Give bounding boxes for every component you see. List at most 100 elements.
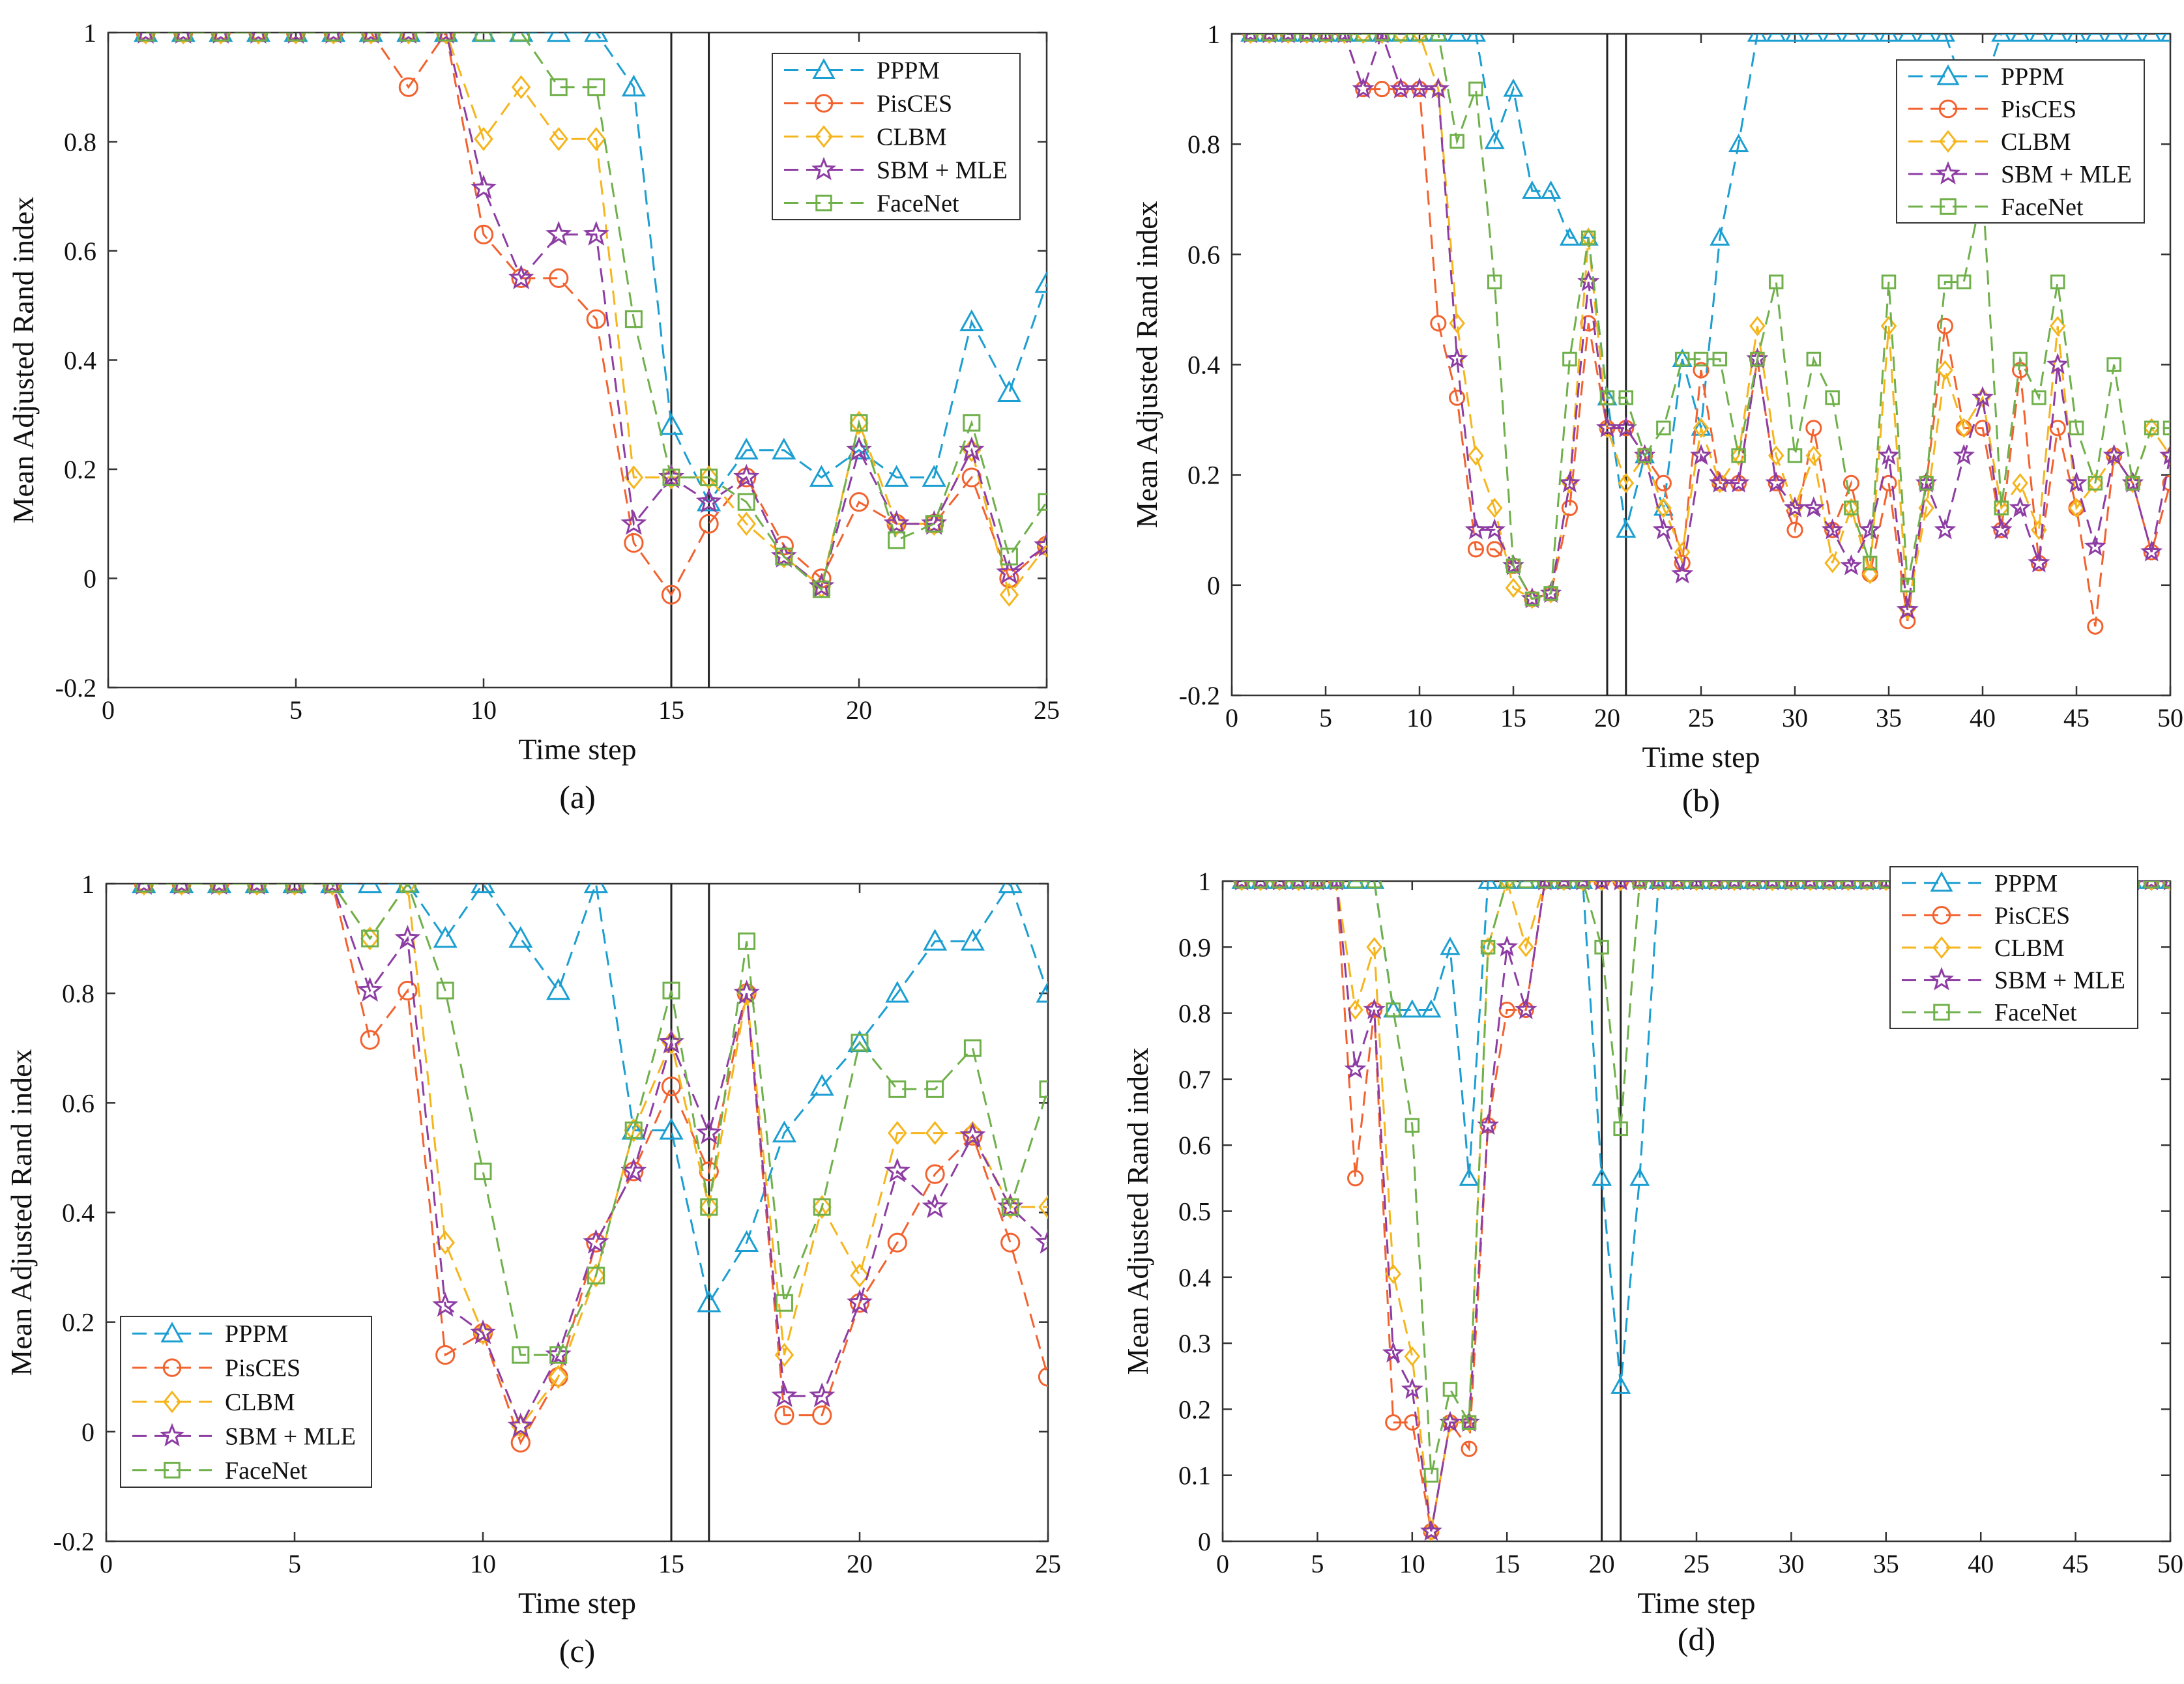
point-clbm (1392, 34, 1409, 44)
point-sbm-mle (175, 33, 192, 44)
point-facenet (1562, 351, 1577, 367)
point-facenet (2088, 476, 2103, 491)
x-tick-label: 0 (100, 1549, 113, 1578)
legend-entry-pisces: PisCES (784, 91, 952, 118)
point-facenet (737, 493, 755, 511)
point-sbm-mle (1953, 444, 1975, 465)
point-pppm (1629, 1167, 1650, 1186)
point-facenet (1506, 558, 1521, 573)
legend-entry-clbm: CLBM (1908, 128, 2071, 156)
point-facenet (323, 884, 342, 893)
legend-entry-pisces: PisCES (1908, 96, 2076, 123)
point-pppm (358, 884, 383, 893)
series-pppm (132, 884, 1048, 1313)
point-facenet (137, 33, 155, 42)
legend-label: PPPM (225, 1320, 288, 1348)
point-sbm-mle (2140, 540, 2163, 562)
x-tick-label: 45 (2063, 1549, 2089, 1578)
point-facenet (925, 515, 943, 533)
point-facenet (1337, 34, 1352, 42)
point-pisces (435, 1345, 456, 1365)
legend-entry-facenet: FaceNet (784, 190, 959, 218)
point-clbm (1347, 1000, 1363, 1020)
point-facenet (474, 1162, 492, 1180)
legend-marker (1940, 198, 1957, 215)
point-pppm (734, 437, 759, 459)
point-sbm-mle (325, 33, 342, 44)
point-pppm (1728, 134, 1749, 152)
legend-entry-pppm: PPPM (1908, 63, 2064, 91)
point-pppm (2085, 34, 2106, 42)
series-group (132, 884, 1048, 1453)
point-sbm-mle (2144, 881, 2159, 891)
point-facenet (851, 1034, 869, 1052)
point-facenet (1938, 274, 1953, 289)
legend-marker (811, 156, 836, 181)
point-pppm (1784, 34, 1805, 42)
point-facenet (1243, 34, 1259, 42)
point-facenet (1310, 881, 1325, 889)
point-facenet (624, 310, 643, 328)
x-tick-label: 25 (1034, 695, 1060, 725)
point-clbm (736, 512, 756, 536)
point-sbm-mle (1034, 532, 1047, 557)
point-clbm (1336, 34, 1353, 44)
point-pppm (2010, 34, 2031, 42)
y-axis-label: Mean Adjusted Rand index (1130, 201, 1163, 528)
y-tick-label: 0.8 (1187, 130, 1220, 159)
x-axis-label: Time step (518, 733, 636, 766)
y-axis-label: Mean Adjusted Rand index (7, 196, 40, 523)
y-tick-label: 0.6 (62, 1088, 95, 1118)
point-clbm (1366, 936, 1382, 957)
point-clbm (285, 884, 304, 896)
point-pppm (1447, 34, 1468, 42)
legend-marker (1938, 99, 1958, 119)
point-facenet (1712, 351, 1728, 367)
point-sbm-mle (1330, 881, 1343, 891)
point-clbm (1404, 1346, 1421, 1367)
y-tick-label: 0.8 (64, 128, 96, 157)
point-facenet (1442, 1382, 1458, 1397)
point-sbm-mle (1840, 554, 1863, 575)
point-pisces (1693, 362, 1710, 379)
point-facenet (1038, 493, 1047, 511)
point-clbm (286, 33, 306, 45)
point-clbm (248, 33, 269, 45)
point-pisces (661, 1077, 682, 1097)
point-clbm (1993, 498, 2010, 518)
point-facenet (587, 78, 605, 96)
x-tick-label: 20 (1589, 1549, 1615, 1578)
point-clbm (1498, 881, 1515, 892)
point-clbm (436, 33, 456, 45)
point-pppm (1934, 34, 1955, 42)
legend-entry-clbm: CLBM (784, 124, 947, 151)
point-sbm-mle (1483, 518, 1506, 540)
legend: PPPM PisCES CLBM SBM + MLE FaceNet (1889, 866, 2138, 1029)
point-facenet (2125, 476, 2140, 491)
panel-d: 0 5 10 15 20 25 30 35 40 45 50 0 0.1 0.2 0.3 0.4 0.5 0.6 0… (1121, 866, 2183, 1657)
point-clbm (1261, 34, 1277, 44)
point-sbm-mle (1803, 881, 1817, 891)
point-facenet (2050, 274, 2065, 289)
point-pppm (1503, 78, 1524, 97)
point-clbm (1505, 577, 1522, 598)
point-pisces (1461, 1440, 1478, 1457)
point-pppm (922, 465, 946, 487)
series-facenet (135, 884, 1048, 1364)
point-clbm (1594, 881, 1610, 892)
point-sbm-mle (620, 1157, 647, 1183)
point-pisces (1385, 1414, 1402, 1431)
point-pisces (1805, 420, 1822, 437)
point-pppm (998, 884, 1023, 893)
point-pppm (659, 413, 684, 435)
point-sbm-mle (1784, 881, 1798, 891)
point-clbm (1859, 881, 1876, 892)
point-clbm (1655, 498, 1672, 518)
point-pppm (1522, 180, 1543, 199)
point-pisces (1430, 315, 1447, 332)
y-tick-label: 0.4 (64, 346, 96, 375)
point-pppm (1653, 497, 1674, 516)
point-clbm (1861, 564, 1878, 585)
series-line-facenet (143, 884, 1048, 1356)
